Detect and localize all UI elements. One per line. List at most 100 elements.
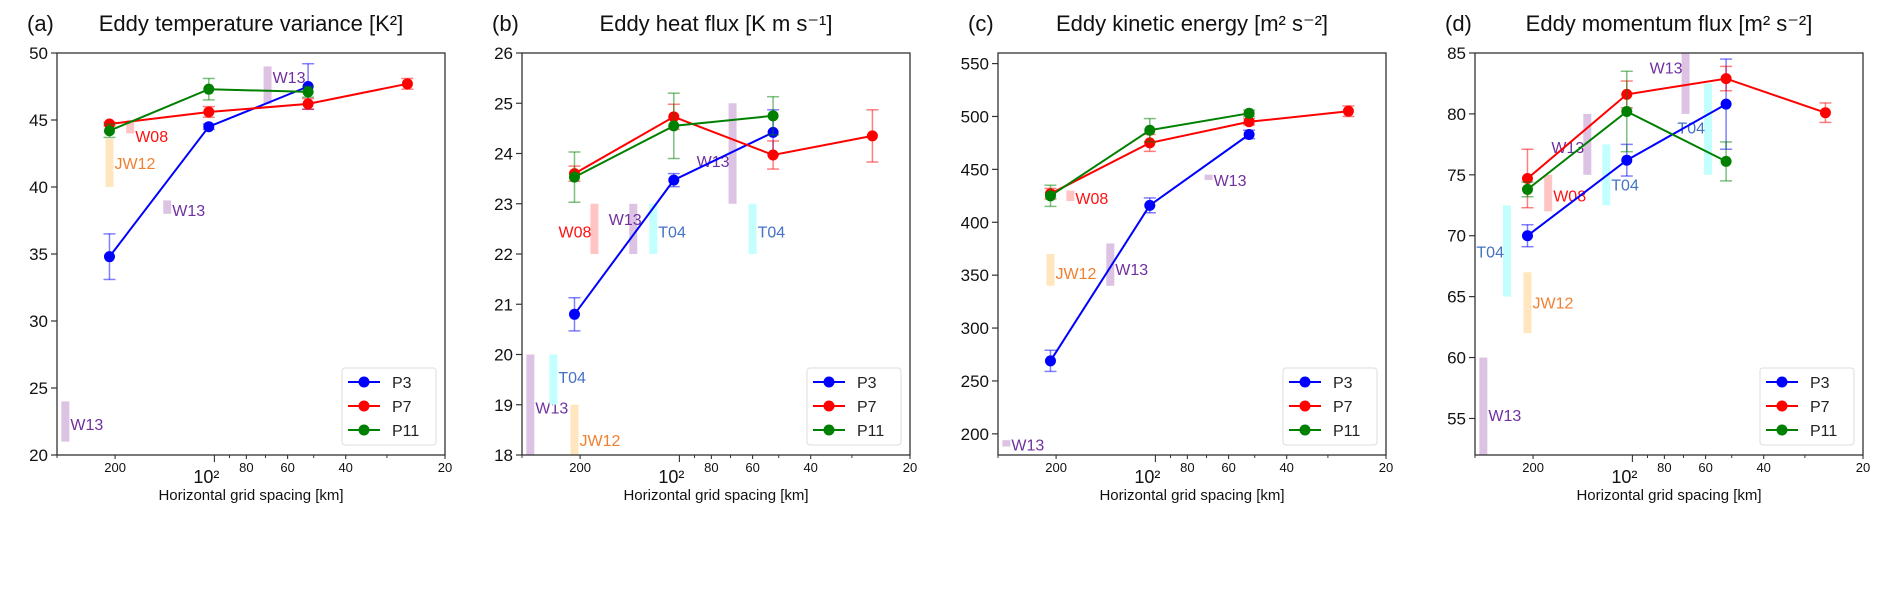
legend-label: P7 [392,399,412,416]
legend-marker [823,424,835,436]
reference-bar-w13 [629,203,638,254]
panel-label: (c) [968,11,994,36]
reference-label: W13 [273,70,306,87]
reference-label: W08 [558,224,591,241]
series-p3 [1521,58,1733,248]
reference-bar-t04 [748,203,757,254]
data-point [767,149,779,161]
legend: P3 P7 P11 [1759,367,1855,446]
series-line [1526,77,1826,180]
data-point [568,308,580,320]
reference-bar-w13 [1204,174,1213,180]
data-point [203,83,215,95]
y-tick-label: 40 [29,178,48,197]
y-tick-label: 70 [1447,227,1466,246]
reference-bar-jw12 [1523,272,1532,334]
x-tick-label: 20 [1379,460,1393,475]
reference-label: T04 [558,370,586,387]
panel-b: (b) Eddy heat flux [K m s⁻¹] W13 T04 JW12 W08… [492,11,917,504]
legend-marker [823,376,835,388]
data-point [103,251,115,263]
x-tick-label: 10² [193,467,219,487]
reference-bar-jw12 [105,138,114,187]
reference-label: W13 [1011,437,1044,454]
reference-bar-t04 [649,203,658,254]
y-tick-label: 20 [29,446,48,465]
reference-label: T04 [1677,120,1705,137]
series-line [1050,110,1349,195]
panel-c: (c) Eddy kinetic energy [m² s⁻²] W13 JW12 W0… [961,11,1394,504]
data-point [1720,98,1732,110]
legend-marker [1299,400,1311,412]
reference-bar-w08 [1544,174,1553,212]
series-p11 [568,92,780,203]
reference-bar-w13 [728,103,737,204]
x-tick-label: 40 [1279,460,1293,475]
y-tick-label: 45 [29,111,48,130]
panel-title: Eddy momentum flux [m² s⁻²] [1526,11,1813,36]
legend-label: P3 [1333,375,1353,392]
legend-label: P11 [1333,423,1360,440]
y-tick-label: 65 [1447,288,1466,307]
y-tick-label: 18 [494,446,513,465]
data-point [668,174,680,186]
data-point [1621,105,1633,117]
y-tick-label: 550 [961,55,989,74]
y-tick-label: 250 [961,372,989,391]
panel-title: Eddy kinetic energy [m² s⁻²] [1056,11,1328,36]
data-point [1521,172,1533,184]
x-tick-label: 200 [104,460,126,475]
x-axis-label: Horizontal grid spacing [km] [623,487,808,504]
y-tick-label: 400 [961,213,989,232]
panel-label: (d) [1445,11,1472,36]
data-point [1621,154,1633,166]
series-p11 [1521,70,1733,198]
y-tick-label: 500 [961,107,989,126]
panel-label: (b) [492,11,519,36]
data-point [1342,105,1354,117]
data-point [1144,124,1156,136]
reference-label: W13 [609,212,642,229]
data-point [302,86,314,98]
legend-label: P11 [392,423,419,440]
reference-label: W13 [70,417,103,434]
reference-label: T04 [658,224,686,241]
legend: P3 P7 P11 [341,367,437,446]
series-p11 [1044,107,1256,208]
panel-title: Eddy heat flux [K m s⁻¹] [600,11,833,36]
reference-bar-w13 [163,200,172,214]
legend: P3 P7 P11 [806,367,902,446]
x-tick-label: 80 [704,460,718,475]
data-point [1044,190,1056,202]
data-point [1521,183,1533,195]
x-tick-label: 200 [569,460,591,475]
reference-label: W13 [1650,61,1683,78]
series-line [574,115,873,175]
x-tick-label: 40 [338,460,352,475]
data-point [103,125,115,137]
y-tick-label: 23 [494,195,513,214]
panel-title: Eddy temperature variance [K²] [99,11,403,36]
legend-label: P11 [857,423,884,440]
reference-label: JW12 [1055,266,1096,283]
reference-bar-t04 [1704,83,1713,175]
x-tick-label: 10² [658,467,684,487]
legend-marker [1776,376,1788,388]
data-point [1819,107,1831,119]
legend-label: P3 [392,375,412,392]
x-tick-label: 10² [1134,467,1160,487]
reference-bar-w13 [1583,113,1592,175]
legend-marker [1299,424,1311,436]
reference-bar-w13 [526,354,535,455]
y-tick-label: 35 [29,245,48,264]
reference-bar-jw12 [1046,254,1055,286]
x-tick-label: 40 [1756,460,1770,475]
y-tick-label: 85 [1447,44,1466,63]
series-line [109,82,408,125]
x-tick-label: 40 [803,460,817,475]
reference-bar-t04 [549,354,558,405]
reference-bar-w08 [126,120,135,134]
data-point [767,110,779,122]
y-tick-label: 20 [494,346,513,365]
